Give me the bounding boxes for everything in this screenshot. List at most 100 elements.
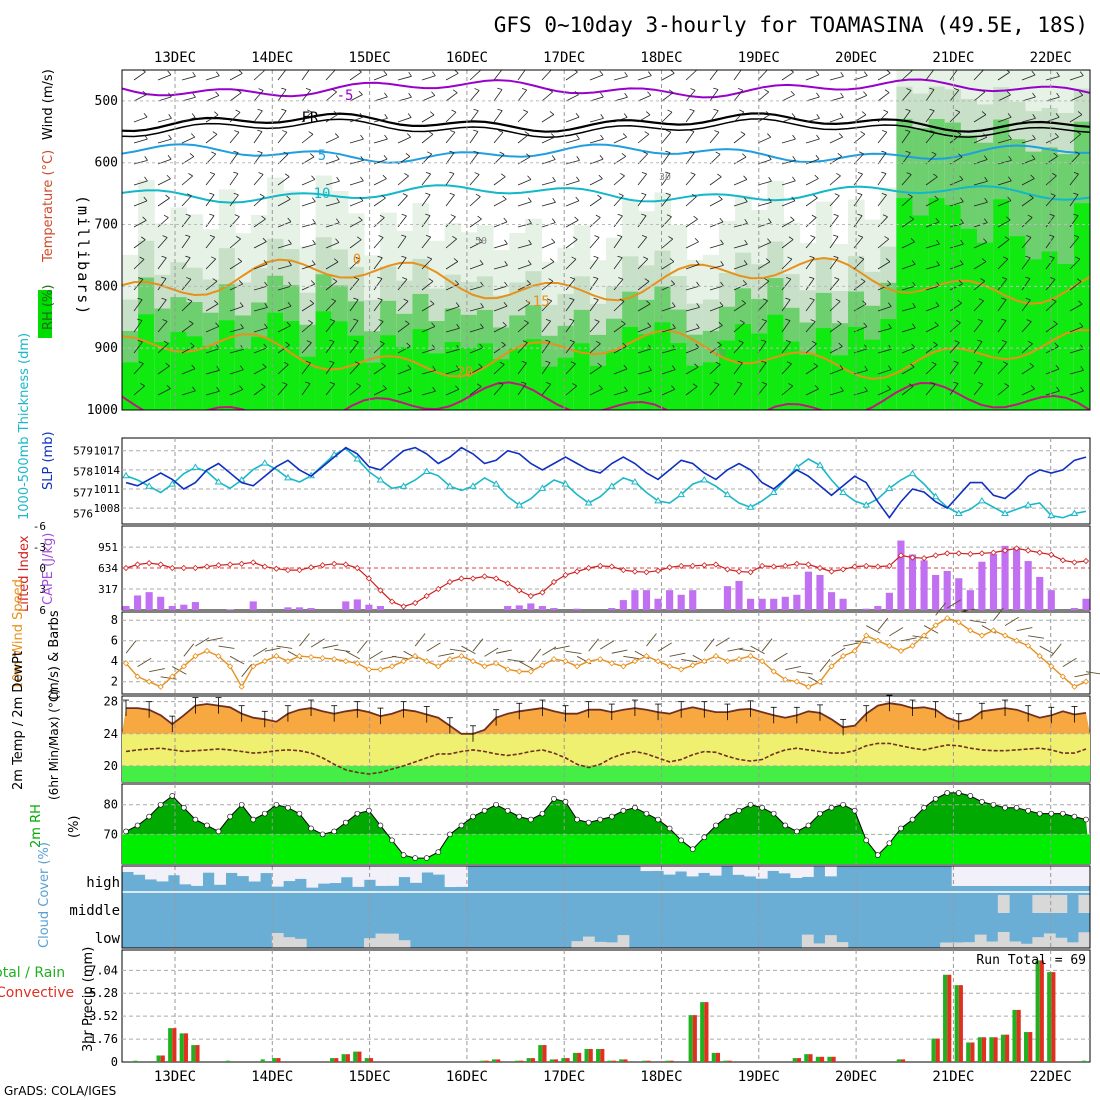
wind-barb [853,236,864,249]
wind-barb-flag [551,155,556,160]
wind10m-marker [643,653,650,660]
precip-convective-bar [935,1038,940,1062]
temperature-legend-label: Temperature (°C) [41,150,56,263]
wind-barb [517,383,527,396]
wind-barb-flag [287,217,292,223]
wind-barb-flag [213,300,219,305]
wind10m-barb [1004,616,1019,626]
wind-barb [181,257,191,270]
wind-barb [181,345,195,354]
precip-panel: 01.763.525.287.04 Run Total = 69 Total /… [0,947,1091,1069]
wind-barb [541,300,552,312]
wind-barb [253,241,267,249]
chart-title: GFS 0~10day 3-hourly for TOAMASINA (49.5… [494,13,1088,37]
lifted-index-marker [550,578,558,586]
wind-barb-flag [936,261,940,266]
wind-barb-flag [548,278,554,282]
wind-barb-flag [1053,320,1058,325]
wind-barb-flag [384,92,388,98]
wind10m-barb [519,661,534,670]
precip-convective-bar [357,1051,362,1062]
rh2m-marker [944,790,951,796]
wind-barb [661,72,675,81]
wind10m-marker [307,654,315,661]
wind-barb [661,173,671,186]
wind10m-marker [735,656,743,663]
wind-barb [637,326,652,333]
wind-barb-flag [499,361,505,365]
wind-barb-flag [953,88,959,91]
wind-barb-flag [955,109,961,113]
wind-barb [445,173,455,186]
wind-barb-flag [305,87,311,91]
wind10m-barb [854,640,871,644]
wind-barb-flag [761,339,767,342]
wind-barb [157,117,172,123]
wind-barb-flag [718,195,723,200]
rh2m-marker [828,804,835,811]
wind-barb-flag [953,381,959,384]
wind-barb-flag [408,386,412,392]
wind-barb [829,301,841,312]
wind-barb-flag [881,171,887,174]
wind-barb [829,75,844,81]
wind10m-barb [1074,673,1091,678]
thickness-marker [885,484,894,491]
wind-barb-flag [645,111,651,116]
date-label-top: 13DEC [154,50,196,66]
wind-barb [565,239,578,249]
wind-barb [949,263,964,270]
precip-convective-bar [819,1056,825,1062]
wind-barb [349,320,359,333]
wind-barb [253,263,268,270]
cape-bar [538,606,546,610]
precip-convective-bar [496,1059,501,1062]
wind-barb-flag [1056,92,1060,98]
wind-barb-flag [188,320,194,324]
rh2m-marker [285,804,291,811]
rh2m-marker [389,837,395,844]
wind-barb-flag [163,214,169,218]
wind-barb-flag [737,88,743,91]
lifted-index-marker [840,566,847,573]
wind-barb-flag [377,255,383,259]
wind-barb [925,344,938,354]
wind-barb [1021,278,1031,291]
rh-band-bright [299,356,317,410]
wind-barb-flag [737,381,743,384]
cape-bar [955,578,963,610]
wind-barb-flag [214,111,219,116]
wind-barb-flag [713,108,719,112]
wind-barb-flag [168,92,172,98]
wind-barb [901,110,911,123]
rh2m-marker [701,834,708,841]
lifted-index-marker [307,564,315,571]
cloud-low-fill [836,942,849,948]
precip-total-bar [619,1059,624,1062]
wind-barb-flag [360,134,364,140]
wind-barb [613,390,628,396]
cloud-high-gap [237,866,250,877]
date-label-bottom: 22DEC [1030,1069,1072,1085]
lifted-index-marker [504,580,511,587]
wind-barb [901,196,913,207]
wind-barb [229,369,244,375]
wind-barb [157,257,167,270]
wind-barb-flag [882,214,888,218]
wind-barb-flag [574,70,578,73]
wind10m-barb [703,638,715,652]
y-tick-label: 70 [104,827,118,841]
wind-barb [325,320,336,333]
wind10m-marker [365,666,372,673]
lifted-index-marker [284,567,291,574]
rh2m-marker [967,793,974,799]
cape-bar [920,560,928,610]
rh2m-marker [261,810,268,817]
wind-barb [1045,323,1058,333]
wind-barb [421,303,435,312]
wind-barb [637,75,652,81]
precip-total-bar [1024,1032,1029,1062]
cloud-high-gap [801,866,814,877]
precip-total-bar [1012,1009,1017,1062]
freezing-level-line [122,118,1090,139]
